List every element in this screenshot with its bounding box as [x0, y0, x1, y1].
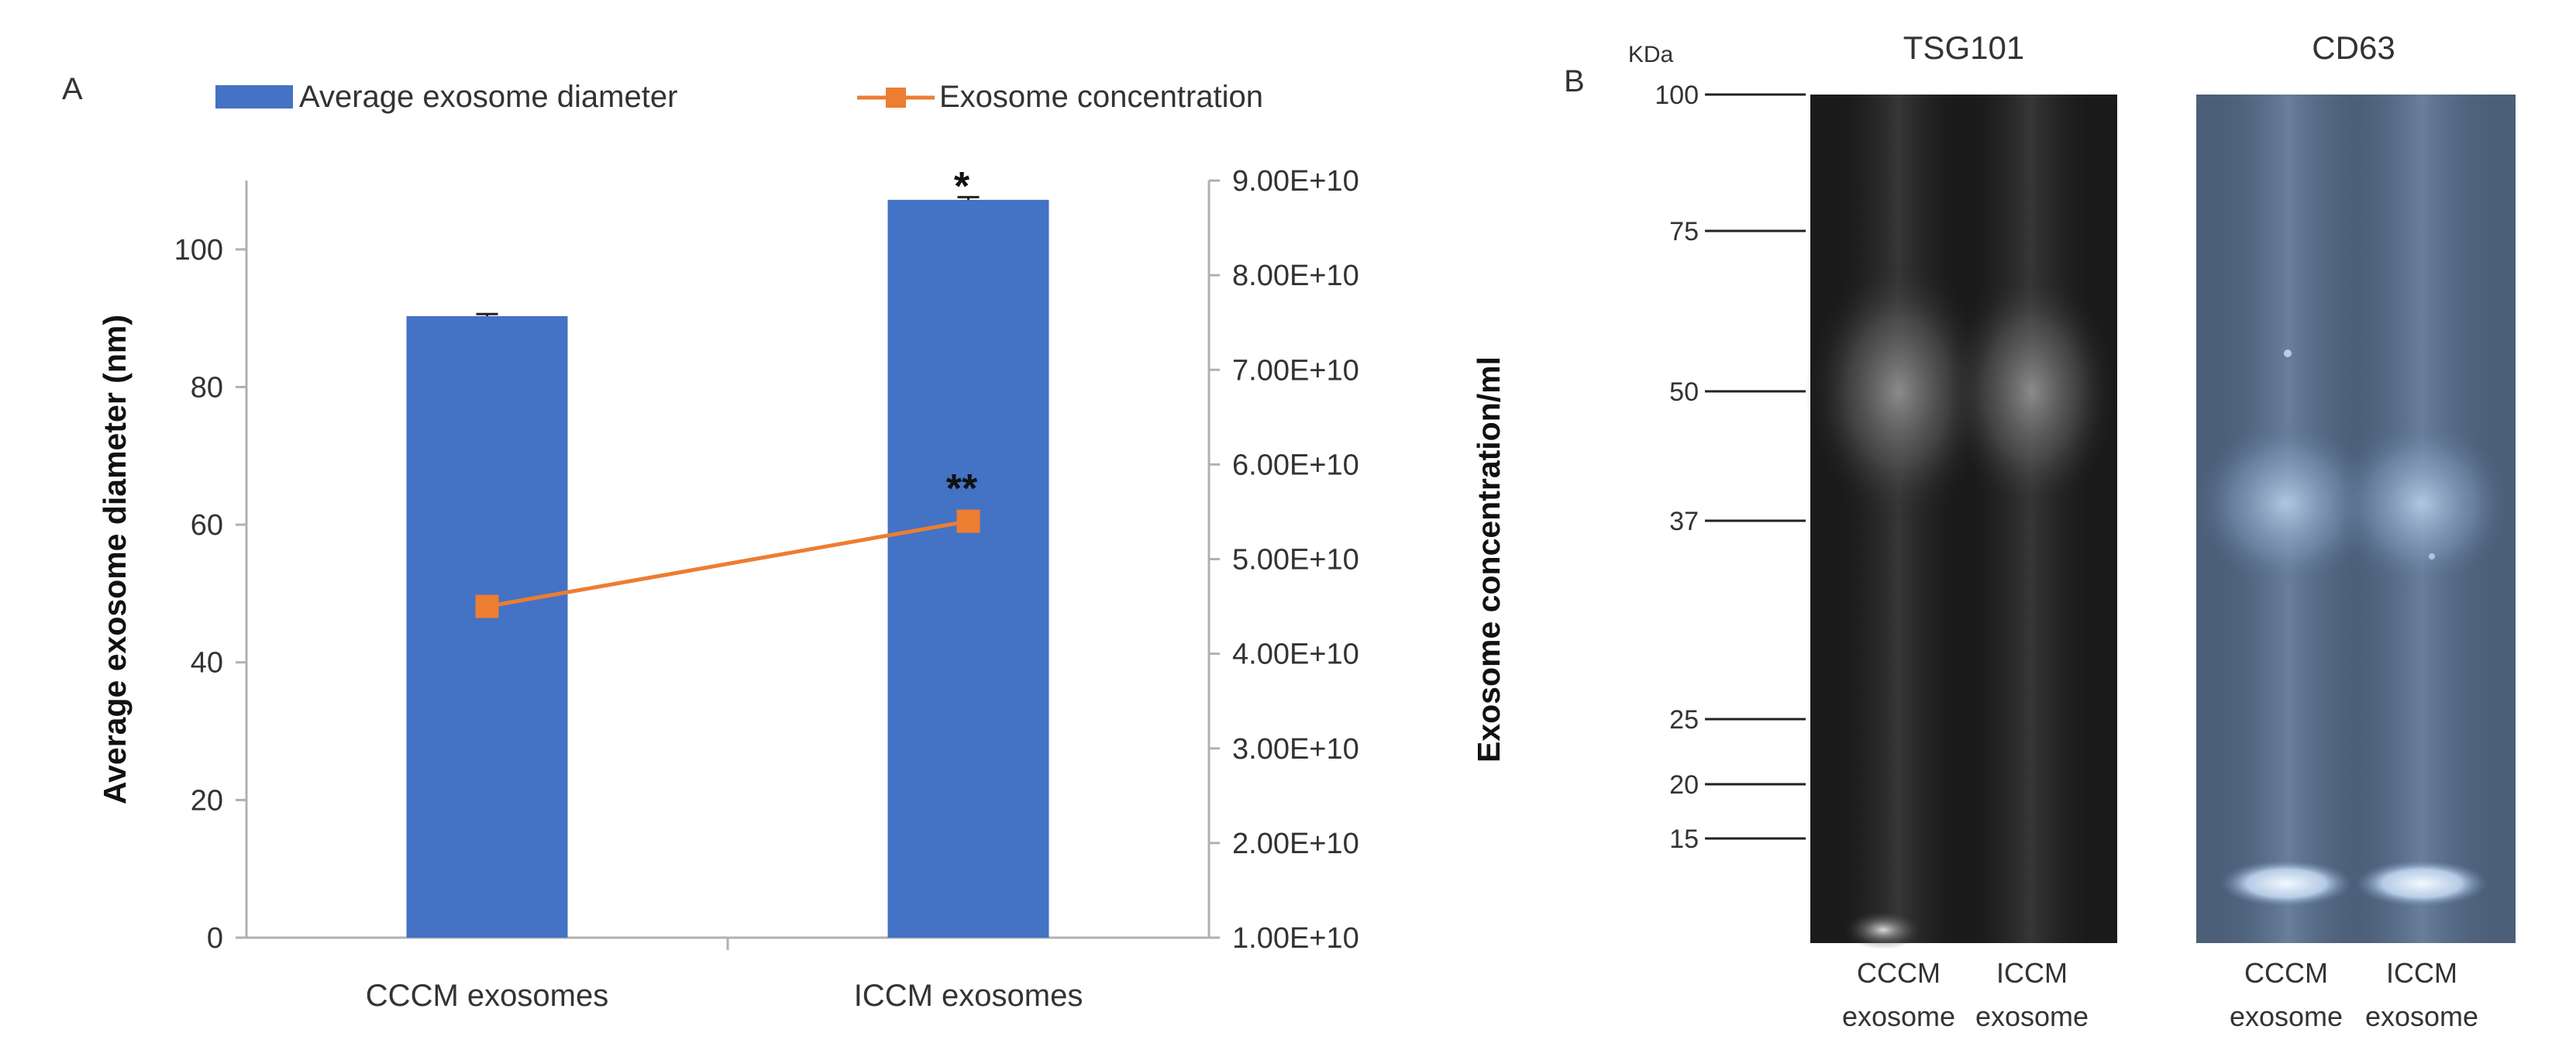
- left-tick-label: 60: [191, 509, 223, 542]
- left-tick-label: 20: [191, 784, 223, 817]
- concentration-marker-0: [475, 594, 499, 618]
- right-tick-label: 9.00E+10: [1232, 165, 1359, 198]
- lane-label-line1: CCCM: [1857, 957, 1941, 989]
- cd63-band-iccm: [2333, 418, 2511, 589]
- lane-label-line2: exosome: [1975, 1000, 2089, 1032]
- cd63-bottom-band-iccm: [2356, 860, 2488, 907]
- blot-title-tsg101: TSG101: [1903, 29, 2024, 66]
- left-tick-label: 80: [191, 371, 223, 404]
- marker-label-15: 15: [1669, 825, 1699, 854]
- panel-b-label: B: [1564, 64, 1585, 98]
- lane-label-line1: CCCM: [2244, 957, 2328, 989]
- concentration-line: [487, 519, 969, 609]
- y-axis-title: Average exosome diameter (nm): [97, 315, 133, 804]
- lane-labels: CCCM exosome ICCM exosome CCCM exosome ICCM exo…: [1842, 957, 2478, 1032]
- marker-label-20: 20: [1669, 770, 1699, 800]
- left-tick-label: 100: [174, 234, 223, 267]
- combo-chart: Average exosome diameter Exosome concent…: [97, 80, 1507, 1013]
- cd63-membrane: [2193, 95, 2516, 943]
- tsg101-band-iccm: [1947, 267, 2117, 515]
- right-tick-label: 4.00E+10: [1232, 639, 1359, 671]
- category-labels: CCCM exosomes ICCM exosomes: [366, 979, 1083, 1013]
- legend-label-concentration: Exosome concentration: [939, 80, 1263, 114]
- lane-label-line2: exosome: [2230, 1000, 2343, 1032]
- right-tick-label: 3.00E+10: [1232, 733, 1359, 766]
- right-tick-label: 6.00E+10: [1232, 449, 1359, 481]
- y2-axis-title: Exosome concentration/ml: [1471, 356, 1507, 763]
- lane-label-line1: ICCM: [1996, 957, 2068, 989]
- category-label: CCCM exosomes: [366, 979, 608, 1013]
- legend-swatch-diameter: [215, 85, 293, 108]
- left-axis-ticks: 0 20 40 60 80 100: [174, 234, 246, 955]
- right-tick-label: 2.00E+10: [1232, 828, 1359, 860]
- right-tick-label: 5.00E+10: [1232, 544, 1359, 577]
- left-tick-label: 40: [191, 647, 223, 680]
- kda-label: KDa: [1628, 42, 1674, 67]
- panel-a-label: A: [62, 72, 83, 106]
- concentration-marker-1: [956, 509, 980, 533]
- tsg101-band-cccm: [1806, 260, 1992, 523]
- legend-marker-concentration: [886, 88, 906, 108]
- marker-label-50: 50: [1669, 377, 1699, 407]
- category-label: ICCM exosomes: [854, 979, 1083, 1013]
- right-axis-ticks: 1.00E+10 2.00E+10 3.00E+10 4.00E+10 5.00E+10…: [1209, 165, 1359, 955]
- cd63-bottom-band-cccm: [2220, 860, 2352, 907]
- right-tick-label: 1.00E+10: [1232, 922, 1359, 955]
- left-tick-label: 0: [207, 922, 223, 955]
- marker-label-25: 25: [1669, 705, 1699, 735]
- western-blot: KDa TSG101 CD63 100 75 50 37 25 20 15 CCCM exos…: [1628, 29, 2516, 1032]
- marker-label-100: 100: [1655, 81, 1699, 110]
- cd63-band-cccm: [2193, 418, 2379, 589]
- bar-cccm-exosomes: [406, 315, 568, 938]
- bar-series: [406, 195, 1049, 938]
- legend-label-diameter: Average exosome diameter: [299, 80, 677, 114]
- lane-label-line2: exosome: [2365, 1000, 2478, 1032]
- bar-iccm-exosomes: [887, 199, 1049, 938]
- blot-title-cd63: CD63: [2312, 29, 2395, 66]
- marker-label-37: 37: [1669, 507, 1699, 536]
- right-tick-label: 7.00E+10: [1232, 354, 1359, 387]
- marker-label-75: 75: [1669, 217, 1699, 246]
- tsg101-membrane: [1806, 95, 2117, 949]
- molecular-weight-markers: 100 75 50 37 25 20 15: [1655, 81, 1806, 854]
- line-series: [475, 509, 980, 618]
- lane-label-line2: exosome: [1842, 1000, 1955, 1032]
- lane-label-line1: ICCM: [2386, 957, 2457, 989]
- right-tick-label: 8.00E+10: [1232, 260, 1359, 292]
- bar-significance-star: *: [954, 164, 970, 209]
- line-significance-stars: **: [946, 467, 978, 511]
